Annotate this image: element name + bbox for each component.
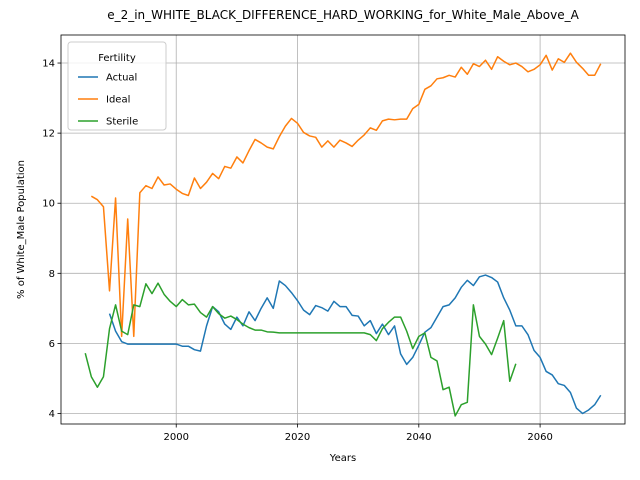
x-tick-label: 2000 (163, 432, 188, 443)
y-tick-label: 8 (49, 269, 55, 280)
series-lines (84, 52, 602, 417)
chart-title: e_2_in_WHITE_BLACK_DIFFERENCE_HARD_WORKI… (107, 8, 579, 22)
series-line-ideal (90, 52, 602, 338)
plot-frame (60, 34, 626, 425)
legend-entries: Actual Ideal Sterile (78, 73, 138, 128)
legend-label-actual: Actual (106, 73, 137, 84)
series-line-actual (108, 274, 602, 415)
y-tick-label: 4 (49, 409, 55, 420)
y-tick-label: 6 (49, 339, 55, 350)
legend: Fertility Actual Ideal Sterile (67, 41, 167, 131)
legend-label-sterile: Sterile (106, 117, 138, 128)
y-tick-label: 12 (42, 129, 55, 140)
y-tick-label: 10 (42, 199, 55, 210)
x-tick-label: 2060 (527, 432, 552, 443)
x-axis-label: Years (329, 453, 356, 464)
legend-title: Fertility (98, 53, 136, 64)
x-tick-label: 2040 (406, 432, 431, 443)
series-line-sterile (84, 282, 517, 417)
legend-box (67, 41, 167, 131)
legend-label-ideal: Ideal (106, 95, 130, 106)
y-tick-label: 14 (42, 59, 55, 70)
y-axis-label: % of White_Male Population (16, 160, 27, 299)
axis-ticks: 2000 2020 2040 2060 4 6 8 10 12 14 (42, 59, 553, 443)
x-tick-label: 2020 (285, 432, 310, 443)
